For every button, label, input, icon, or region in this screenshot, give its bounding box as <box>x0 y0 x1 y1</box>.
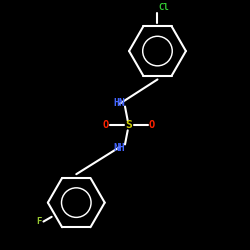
Text: O: O <box>149 120 155 130</box>
Text: F: F <box>37 217 42 226</box>
Text: HN: HN <box>114 98 126 108</box>
Text: O: O <box>103 120 109 130</box>
Text: NH: NH <box>114 143 126 153</box>
Text: S: S <box>126 120 132 130</box>
Text: Cl: Cl <box>159 3 170 12</box>
